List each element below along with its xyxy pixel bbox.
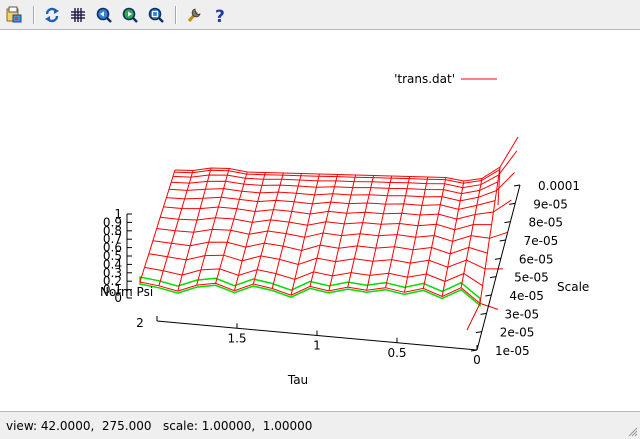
surface-edge-line xyxy=(493,199,512,213)
svg-text:?: ? xyxy=(215,7,225,24)
surface-column-line xyxy=(196,168,230,286)
z-tick-label: 0.2 xyxy=(103,274,122,288)
zoom-next-icon xyxy=(122,7,138,23)
z-tick-label: 0.8 xyxy=(103,224,122,238)
y-tick-label: 1e-05 xyxy=(495,344,530,358)
z-tick-label: 0.4 xyxy=(103,257,122,271)
y-axis-label: Scale xyxy=(557,280,589,294)
toolbar-separator xyxy=(175,6,177,24)
z-tick-label: 0.7 xyxy=(103,232,122,246)
surface-column-line xyxy=(328,174,357,292)
surface-edge-line xyxy=(496,172,515,191)
surface-column-line xyxy=(139,169,176,283)
surface-column-line xyxy=(233,172,266,291)
x-tick-label: 0.5 xyxy=(387,346,406,360)
z-tick-label: 1 xyxy=(114,207,122,221)
y-tick xyxy=(480,312,487,315)
y-tick xyxy=(494,257,501,260)
surface-edge-line xyxy=(499,136,519,168)
resize-grip-icon[interactable] xyxy=(626,425,638,437)
surface-column-line xyxy=(441,180,465,297)
z-tick-label: 0.1 xyxy=(103,283,122,297)
y-tick-label: 9e-05 xyxy=(533,197,568,211)
grid-button[interactable] xyxy=(67,4,89,26)
surface-underside xyxy=(139,276,481,307)
y-tick-label: 3e-05 xyxy=(505,307,540,321)
y-tick xyxy=(470,349,478,352)
surface-edge-line xyxy=(498,150,518,176)
surface-column-line xyxy=(366,175,393,291)
y-tick-label: 5e-05 xyxy=(514,271,549,285)
export-button[interactable] xyxy=(3,4,25,26)
surface-mesh xyxy=(139,136,519,331)
unzoom-button[interactable] xyxy=(145,4,167,26)
x-tick-label: 2 xyxy=(136,316,144,330)
y-tick-label: 6e-05 xyxy=(519,252,554,266)
y-tick xyxy=(504,221,511,224)
replot-icon xyxy=(45,7,59,23)
plot-axes: 2 1.5 1 0.5 0 Tau 1e-05 2e-05 3e-05 4e-05 5e-05 6e-… xyxy=(100,179,589,387)
toolbar: ? xyxy=(0,0,640,30)
y-tick xyxy=(485,294,492,297)
surface-column-line xyxy=(403,176,429,293)
surface-column-line xyxy=(385,176,411,288)
y-tick xyxy=(513,184,521,187)
zoom-next-button[interactable] xyxy=(119,4,141,26)
surface-column-line xyxy=(290,173,320,296)
surface-edge-line xyxy=(489,231,508,239)
surface-row-line xyxy=(174,166,501,182)
grid-icon xyxy=(71,8,85,22)
preferences-button[interactable] xyxy=(183,4,205,26)
z-tick-label: 0 xyxy=(114,291,122,305)
y-tick xyxy=(475,331,482,334)
surface-column-line xyxy=(422,177,447,289)
x-tick-label: 1.5 xyxy=(227,331,246,345)
surface-edge-line xyxy=(479,302,499,310)
surface-plot: 2 1.5 1 0.5 0 Tau 1e-05 2e-05 3e-05 4e-05 5e-05 6e-… xyxy=(100,72,589,387)
y-tick-label: 8e-05 xyxy=(528,216,563,230)
surface-underside-edge xyxy=(139,276,481,307)
y-tick-label: 2e-05 xyxy=(500,326,535,340)
z-tick-label: 0.5 xyxy=(103,249,122,263)
z-tick-label: 0.9 xyxy=(103,215,122,229)
surface-column-line xyxy=(271,173,302,289)
surface-edge-line xyxy=(466,303,481,331)
legend: 'trans.dat' xyxy=(394,72,497,86)
y-tick-label: 0.0001 xyxy=(538,179,580,193)
status-view-scale: view: 42.0000, 275.000 scale: 1.00000, 1… xyxy=(6,419,313,433)
plot-canvas[interactable]: 2 1.5 1 0.5 0 Tau 1e-05 2e-05 3e-05 4e-05 5e-05 6e-… xyxy=(0,30,640,411)
z-axis-label: Norm Psi xyxy=(100,285,153,299)
help-icon: ? xyxy=(215,7,225,24)
legend-label: 'trans.dat' xyxy=(394,72,455,86)
z-tick-label: 0.3 xyxy=(103,266,122,280)
preferences-icon xyxy=(187,8,201,22)
y-tick-label: 7e-05 xyxy=(524,234,559,248)
y-tick xyxy=(509,202,516,205)
x-tick-label: 0 xyxy=(473,353,481,367)
x-axis-label: Tau xyxy=(287,373,308,387)
zoom-previous-icon xyxy=(96,7,112,23)
surface-column-line xyxy=(252,172,284,285)
surface-column-line xyxy=(347,175,375,288)
zoom-previous-button[interactable] xyxy=(93,4,115,26)
surface-column-line xyxy=(177,167,212,292)
surface-column-line xyxy=(158,170,194,286)
status-bar: view: 42.0000, 275.000 scale: 1.00000, 1… xyxy=(0,411,640,439)
export-icon xyxy=(6,6,22,23)
surface-column-line xyxy=(460,178,483,288)
surface-column-line xyxy=(215,171,248,284)
surface-column-line xyxy=(479,166,501,304)
y-axis-line xyxy=(476,184,521,351)
y-tick xyxy=(490,276,497,279)
help-button[interactable]: ? xyxy=(209,4,231,26)
y-tick-label: 4e-05 xyxy=(509,289,544,303)
replot-button[interactable] xyxy=(41,4,63,26)
y-tick xyxy=(499,239,506,242)
surface-column-line xyxy=(309,174,338,287)
unzoom-icon xyxy=(148,7,164,23)
surface-row-line xyxy=(152,240,488,255)
toolbar-separator xyxy=(33,6,35,24)
z-tick-label: 0.6 xyxy=(103,241,122,255)
x-tick-label: 1 xyxy=(313,339,321,353)
